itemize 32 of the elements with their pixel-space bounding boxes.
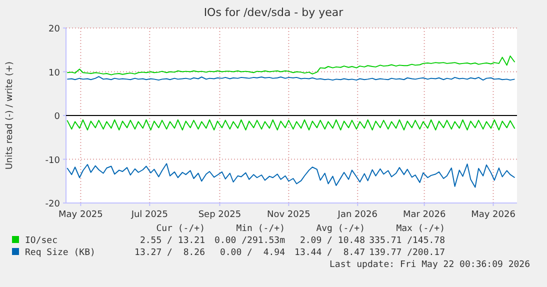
line-series [66,56,516,76]
y-tick-label: -10 [45,156,60,166]
text: 0.00 /291.53m [214,236,285,246]
text: 2.55 / 13.21 [140,236,205,246]
y-axis-title: Units read (-) / write (+) [5,61,15,170]
legend-label: IO/sec [25,236,58,246]
text: 335.71 /145.78 [369,236,445,246]
y-tick-label: -20 [45,200,60,210]
text: Max (-/+) [396,224,445,234]
x-tick-label: May 2025 [58,210,103,220]
y-tick-label: 10 [48,68,60,78]
x-tick-label: Mar 2026 [402,210,446,220]
text: 13.27 / 8.26 [134,248,205,258]
line-series [66,119,516,130]
y-tick-label: 0 [54,112,60,122]
x-tick-label: May 2026 [471,210,516,220]
text: 139.77 /200.17 [369,248,445,258]
chart-title: IOs for /dev/sda - by year [204,6,344,19]
text: Min (-/+) [236,224,285,234]
x-tick-label: Sep 2025 [198,210,242,220]
text: 13.44 / 8.47 [294,248,365,258]
y-tick-label: 20 [48,24,60,34]
x-tick-label: Jul 2025 [130,210,168,220]
text: Avg (-/+) [316,224,365,234]
text: 2.09 / 10.48 [300,236,365,246]
text: 0.00 / 4.94 [220,248,285,258]
text: Last update: Fri May 22 00:36:09 2026 [330,260,530,270]
line-series [66,163,516,188]
x-tick-label: Nov 2025 [267,210,310,220]
x-tick-label: Jan 2026 [336,210,378,220]
text: Cur (-/+) [156,224,205,234]
legend-label: Req Size (KB) [25,248,96,258]
